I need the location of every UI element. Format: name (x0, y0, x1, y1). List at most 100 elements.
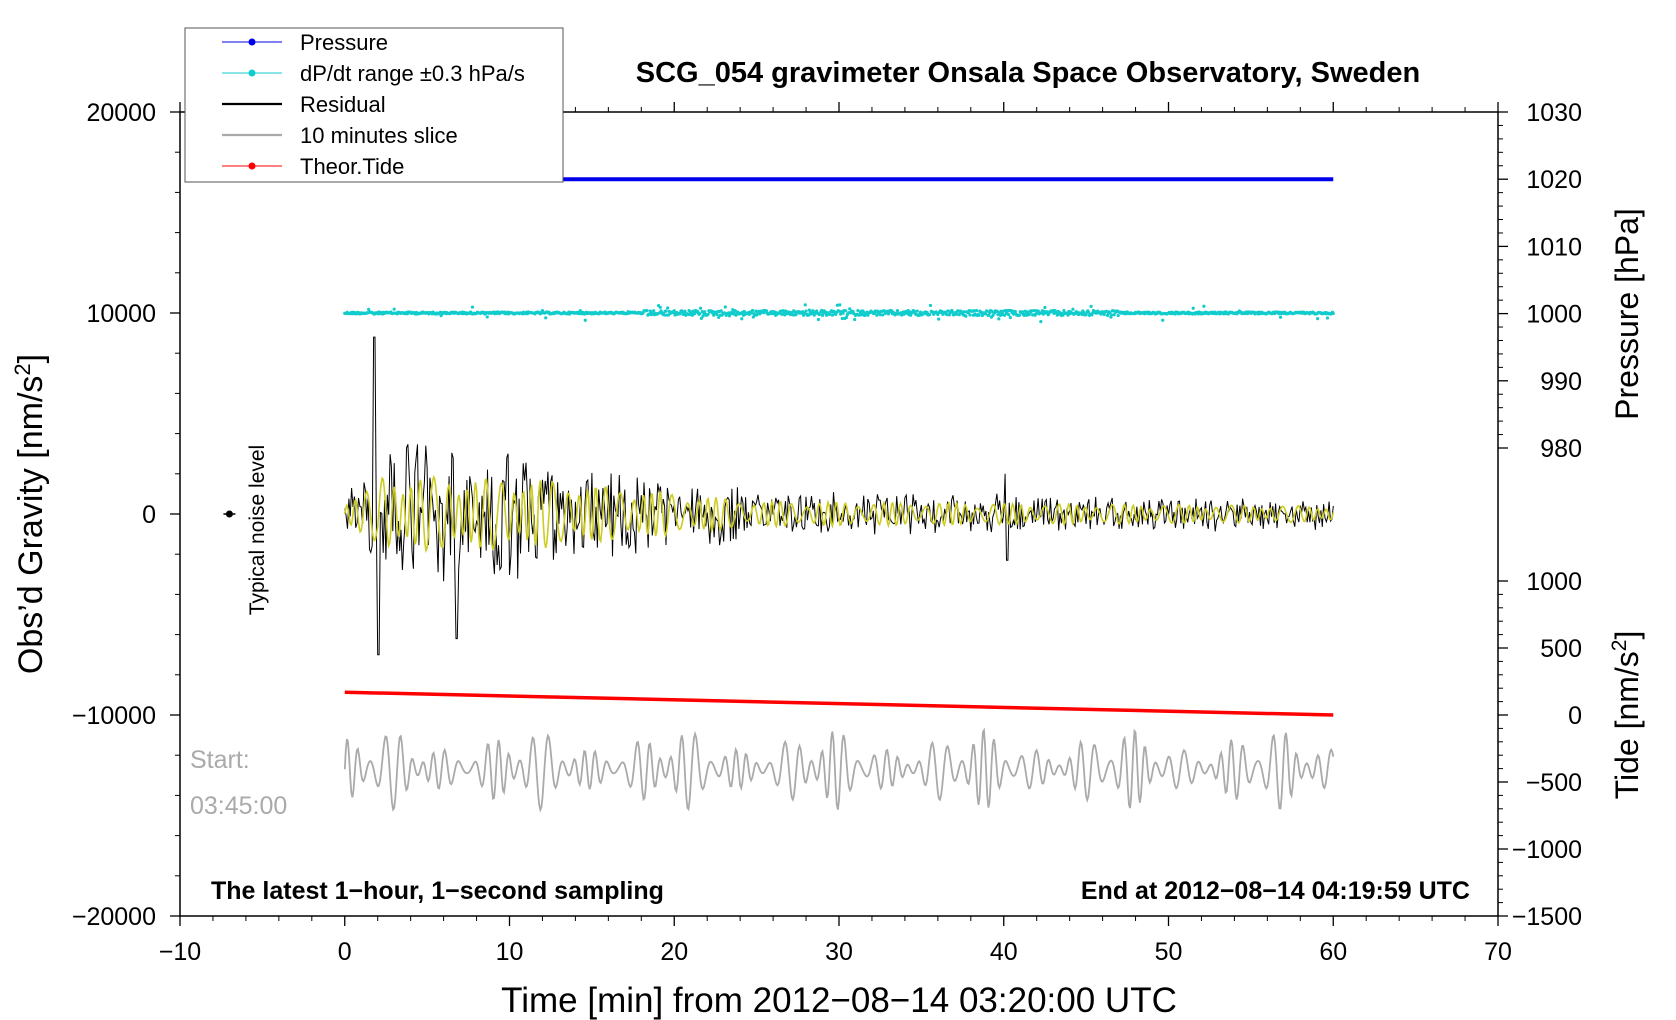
dpdt-point (1110, 313, 1114, 317)
dpdt-point (915, 309, 919, 313)
legend-label: 10 minutes slice (300, 123, 458, 148)
dpdt-point (918, 310, 923, 314)
legend-marker (248, 162, 256, 170)
dpdt-point (837, 309, 841, 313)
dpdt-point (699, 316, 704, 320)
dpdt-point (1161, 318, 1165, 322)
dpdt-point (804, 309, 808, 313)
dpdt-point (895, 308, 900, 313)
x-tick-label: 20 (660, 938, 688, 966)
dpdt-point (839, 312, 843, 316)
dpdt-point (838, 303, 842, 307)
dpdt-point (1325, 316, 1330, 320)
dpdt-point (683, 309, 687, 313)
noise-marker-dot (225, 510, 233, 518)
dpdt-point (664, 309, 668, 313)
dpdt-point (1084, 313, 1088, 317)
dpdt-point (816, 317, 821, 322)
dpdt-point (778, 309, 783, 313)
dpdt-point (848, 307, 852, 311)
x-tick-label: 30 (825, 938, 853, 966)
dpdt-point (1105, 309, 1109, 313)
dpdt-point (928, 312, 932, 317)
y-tick-label-pressure: 1020 (1526, 166, 1582, 194)
y-tick-label-tide: 500 (1540, 635, 1582, 663)
y-tick-label-gravity: 10000 (86, 300, 156, 328)
dpdt-point (1026, 310, 1030, 314)
y-tick-label-gravity: 20000 (86, 99, 156, 127)
dpdt-point (968, 313, 972, 317)
x-tick-label: −10 (159, 938, 201, 966)
dpdt-point (1278, 315, 1283, 319)
start-label: Start: (190, 746, 250, 774)
y-tick-label-tide: 1000 (1526, 568, 1582, 596)
y-axis-label-gravity-sup: 2 (10, 363, 35, 375)
dpdt-point (844, 315, 849, 320)
dpdt-point (662, 313, 666, 317)
dpdt-point (1062, 308, 1066, 313)
dpdt-point (719, 309, 723, 313)
dpdt-point (367, 307, 371, 311)
y-tick-label-tide: −1000 (1512, 836, 1582, 864)
dpdt-point (1043, 305, 1047, 310)
dpdt-point (392, 307, 396, 311)
dpdt-point (740, 317, 744, 321)
dpdt-point (1017, 313, 1022, 317)
x-tick-label: 0 (338, 938, 352, 966)
dpdt-point (841, 311, 845, 315)
dpdt-point (937, 317, 941, 321)
dpdt-point (1027, 312, 1031, 317)
x-tick-label: 50 (1155, 938, 1183, 966)
dpdt-point (1331, 311, 1335, 316)
dpdt-point (658, 305, 662, 309)
series-theor-tide (344, 690, 1334, 717)
dpdt-point (998, 313, 1003, 317)
dpdt-point (856, 309, 860, 313)
dpdt-point (843, 309, 848, 313)
dpdt-point (984, 312, 988, 316)
x-tick-label: 60 (1319, 938, 1347, 966)
dpdt-point (909, 313, 913, 317)
dpdt-point (485, 315, 489, 319)
dpdt-point (645, 308, 649, 313)
y-axis-label-tide-main: Tide [nm/s (1609, 651, 1645, 799)
dpdt-point (807, 308, 811, 312)
dpdt-point (828, 312, 832, 316)
dpdt-point (652, 309, 656, 313)
x-tick-label: 10 (496, 938, 524, 966)
annotation-sampling: The latest 1−hour, 1−second sampling (211, 877, 664, 905)
y-tick-label-gravity: −20000 (72, 903, 156, 931)
y-axis-label-gravity-close: ] (12, 354, 50, 363)
legend-label: Theor.Tide (300, 154, 404, 179)
chart-title: SCG_054 gravimeter Onsala Space Observat… (636, 57, 1420, 89)
dpdt-point (733, 308, 737, 313)
y-tick-label-tide: −500 (1526, 769, 1582, 797)
dpdt-point (672, 309, 676, 313)
legend: Pressure dP/dt range ±0.3 hPa/s Residual 10… (184, 27, 564, 183)
dpdt-point (803, 303, 807, 307)
dpdt-point (794, 312, 798, 317)
dpdt-point (1007, 313, 1011, 317)
dpdt-point (1030, 309, 1034, 313)
y-tick-label-pressure: 1030 (1526, 99, 1582, 127)
dpdt-point (812, 313, 816, 317)
dpdt-point (1108, 310, 1112, 315)
dpdt-point (699, 306, 703, 310)
dpdt-point (962, 310, 966, 314)
dpdt-point (1008, 315, 1012, 320)
dpdt-point (878, 313, 882, 317)
y-tick-label-tide: 0 (1568, 702, 1582, 730)
dpdt-point (712, 313, 716, 317)
dpdt-point (996, 313, 1000, 317)
dpdt-point (666, 306, 670, 310)
series-residual (344, 336, 1334, 656)
series-dpdt (343, 303, 1335, 324)
dpdt-point (691, 309, 695, 313)
dpdt-point (1202, 304, 1206, 308)
dpdt-point (439, 314, 443, 318)
x-tick-label: 70 (1484, 938, 1512, 966)
dpdt-point (928, 303, 933, 308)
dpdt-point (722, 311, 727, 315)
